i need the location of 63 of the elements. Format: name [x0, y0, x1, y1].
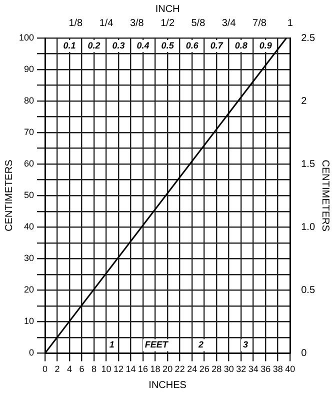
annotation: 0.1	[63, 40, 76, 50]
annotation: FEET	[144, 340, 170, 350]
y-tick-label: 40	[24, 222, 34, 232]
x2-tick-label: 5/8	[191, 18, 206, 29]
annotation: 0.7	[210, 40, 224, 50]
x2-tick-label: 3/4	[222, 18, 236, 29]
x-tick-label: 38	[272, 364, 283, 374]
x2-tick-label: 3/8	[130, 18, 144, 29]
x-tick-label: 16	[138, 364, 148, 374]
y-tick-label: 10	[24, 316, 34, 326]
y2-axis-title: CENTIMETERS	[319, 160, 330, 232]
x-tick-label: 10	[101, 364, 112, 374]
annotation: 3	[243, 340, 248, 350]
x2-tick-label: 7/8	[252, 18, 267, 29]
y-tick-label: 70	[24, 127, 34, 138]
y-tick-label: 60	[24, 158, 34, 169]
x-tick-label: 28	[212, 364, 222, 374]
x-tick-label: 32	[236, 364, 246, 374]
annotation: 2	[197, 340, 204, 350]
x-tick-label: 12	[114, 364, 124, 374]
annotation: 0.6	[186, 40, 200, 50]
y2-tick-label: 1.0	[301, 222, 316, 233]
annotation: 0.9	[259, 40, 272, 50]
y-tick-label: 80	[24, 96, 34, 106]
x-tick-label: 6	[79, 364, 84, 374]
y-axis-title: CENTIMETERS	[4, 159, 15, 232]
y2-tick-label: 2.5	[301, 32, 316, 44]
annotation: 0.3	[112, 40, 125, 50]
annotation: 0.4	[136, 40, 150, 50]
x2-axis-title: INCH	[155, 4, 180, 15]
x-axis-title: INCHES	[148, 380, 187, 391]
annotation: 0.2	[88, 40, 100, 50]
x-tick-label: 18	[150, 364, 160, 374]
y2-tick-label: 2	[301, 96, 308, 107]
y2-tick-label: 1.5	[301, 158, 316, 170]
x-tick-label: 30	[224, 364, 234, 374]
y-tick-label: 50	[24, 190, 34, 200]
x-tick-label: 20	[162, 364, 173, 374]
y2-tick-label: 0.5	[301, 284, 316, 296]
y-tick-label: 30	[24, 253, 34, 264]
x-tick-label: 24	[187, 364, 198, 374]
x-tick-label: 36	[260, 364, 271, 374]
y-tick-label: 20	[24, 284, 34, 295]
x2-tick-label: 1/8	[68, 18, 84, 29]
y2-tick-label: 0	[301, 348, 308, 359]
x-tick-label: 26	[199, 364, 210, 374]
x-tick-label: 14	[126, 364, 136, 374]
annotation: 1	[109, 340, 114, 350]
y-tick-label: 90	[24, 64, 34, 74]
annotation: 0.5	[161, 40, 175, 50]
x-tick-label: 4	[67, 364, 72, 374]
x-tick-label: 22	[174, 364, 185, 374]
x-tick-label: 0	[42, 364, 48, 374]
y-tick-label: 0	[29, 348, 34, 358]
x2-tick-label: 1/4	[99, 18, 114, 29]
x-tick-label: 8	[92, 364, 97, 374]
x-tick-label: 2	[54, 364, 60, 374]
x-tick-label: 40	[285, 364, 296, 374]
x2-tick-label: 1/2	[160, 18, 175, 29]
annotation: 0.8	[234, 40, 248, 50]
y-tick-label: 100	[18, 32, 34, 42]
x-tick-label: 34	[248, 364, 258, 374]
x2-tick-label: 1	[287, 18, 294, 29]
